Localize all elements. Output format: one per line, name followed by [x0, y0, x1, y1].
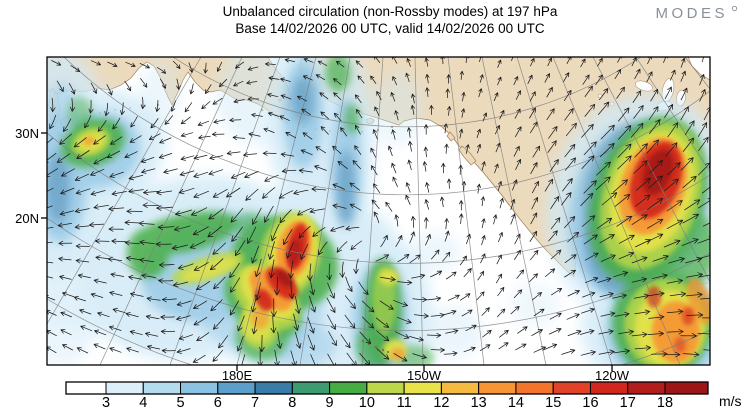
lon-label-150w: 150W [407, 368, 442, 383]
lat-label-30n: 30N [15, 126, 39, 141]
colorbar-tick-label: 7 [251, 395, 259, 408]
map-frame [46, 56, 711, 366]
colorbar-tick-label: 5 [176, 395, 184, 408]
wind-arrows-layer [47, 57, 710, 365]
lon-label-180e: 180E [222, 368, 253, 383]
colorbar-tick-label: 8 [288, 395, 296, 408]
colorbar-tick-label: 12 [433, 395, 449, 408]
colorbar-tick-label: 11 [397, 395, 412, 408]
colorbar: 3 4 5 6 7 8 9 10 11 12 13 14 15 16 17 18 [65, 381, 709, 408]
hudson-bay [687, 57, 710, 81]
colorbar-segment [105, 381, 144, 395]
colorbar-tick-label: 3 [102, 395, 110, 408]
colorbar-tick-label: 10 [359, 395, 375, 408]
colorbar-segment [627, 381, 666, 395]
axis-ticks [41, 132, 613, 371]
colorbar-segment [366, 381, 405, 395]
island-haida [446, 131, 456, 142]
colorbar-frame [65, 381, 709, 395]
colorbar-segment [291, 381, 331, 395]
colorbar-segment [217, 381, 256, 395]
colorbar-segment [142, 381, 182, 395]
colorbar-tick-label: 15 [545, 395, 561, 408]
colorbar-unit-label: m/s [719, 393, 742, 408]
colorbar-tick-label: 17 [620, 395, 636, 408]
modes-logo: MODES [655, 5, 728, 22]
colorbar-tick-label: 14 [508, 395, 524, 408]
colorbar-segment [664, 381, 709, 395]
colorbar-segment [478, 381, 517, 395]
speed-shading-layer [47, 57, 710, 365]
colorbar-segment [552, 381, 591, 395]
figure-title: Unbalanced circulation (non-Rossby modes… [223, 4, 558, 19]
figure-subtitle: Base 14/02/2026 00 UTC, valid 14/02/2026… [235, 21, 544, 36]
colorbar-tick-label: 18 [657, 395, 673, 408]
logo-degree-mark [731, 5, 738, 12]
lon-label-120w: 120W [595, 368, 630, 383]
lat-label-20n: 20N [15, 211, 39, 226]
colorbar-tick-label: 16 [582, 395, 598, 408]
colorbar-tick-label: 6 [214, 395, 222, 408]
graticule-layer [47, 57, 710, 365]
colorbar-tick-label: 9 [326, 395, 334, 408]
colorbar-segment [589, 381, 629, 395]
colorbar-segment [254, 381, 293, 395]
colorbar-segment [180, 381, 219, 395]
colorbar-segment [403, 381, 442, 395]
colorbar-segment [329, 381, 368, 395]
colorbar-tick-label: 13 [471, 395, 487, 408]
colorbar-segment [65, 381, 107, 395]
colorbar-segment [440, 381, 480, 395]
colorbar-tick-label: 4 [139, 395, 147, 408]
colorbar-segment [515, 381, 554, 395]
